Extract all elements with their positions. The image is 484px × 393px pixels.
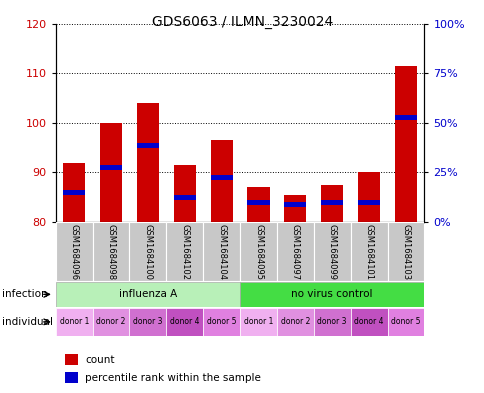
Bar xyxy=(387,308,424,336)
Bar xyxy=(166,308,203,336)
Bar xyxy=(240,222,276,281)
Text: GSM1684103: GSM1684103 xyxy=(401,224,409,280)
Bar xyxy=(210,140,232,222)
Text: donor 2: donor 2 xyxy=(96,318,125,326)
Text: donor 5: donor 5 xyxy=(207,318,236,326)
Bar xyxy=(166,222,203,281)
Text: GSM1684104: GSM1684104 xyxy=(217,224,226,280)
Bar xyxy=(129,308,166,336)
Text: GSM1684099: GSM1684099 xyxy=(327,224,336,280)
Text: donor 2: donor 2 xyxy=(280,318,309,326)
Bar xyxy=(320,200,343,205)
Bar xyxy=(394,66,416,222)
Text: donor 4: donor 4 xyxy=(354,318,383,326)
Text: donor 1: donor 1 xyxy=(243,318,272,326)
Bar xyxy=(63,162,85,222)
Text: GSM1684095: GSM1684095 xyxy=(254,224,262,280)
Bar xyxy=(203,222,240,281)
Text: individual: individual xyxy=(2,317,53,327)
Bar xyxy=(350,222,387,281)
Text: influenza A: influenza A xyxy=(119,289,177,299)
Bar xyxy=(173,195,196,200)
Bar xyxy=(313,222,350,281)
Text: donor 5: donor 5 xyxy=(391,318,420,326)
Text: GSM1684102: GSM1684102 xyxy=(180,224,189,280)
Bar xyxy=(276,222,313,281)
Bar xyxy=(240,308,276,336)
Text: no virus control: no virus control xyxy=(291,289,372,299)
Bar xyxy=(210,175,232,180)
Bar xyxy=(56,222,92,281)
Bar xyxy=(92,222,129,281)
Bar xyxy=(100,123,122,222)
Text: donor 4: donor 4 xyxy=(170,318,199,326)
Text: GSM1684101: GSM1684101 xyxy=(364,224,373,280)
Bar xyxy=(56,308,92,336)
Bar xyxy=(357,173,379,222)
Text: donor 3: donor 3 xyxy=(317,318,346,326)
Bar xyxy=(136,103,159,222)
Bar xyxy=(350,308,387,336)
Text: GSM1684096: GSM1684096 xyxy=(70,224,78,280)
Text: donor 3: donor 3 xyxy=(133,318,162,326)
Text: count: count xyxy=(85,354,114,365)
Bar xyxy=(203,308,240,336)
Bar xyxy=(63,190,85,195)
Bar xyxy=(247,200,269,205)
Bar xyxy=(129,222,166,281)
Bar xyxy=(276,308,313,336)
Bar xyxy=(387,222,424,281)
Bar xyxy=(320,185,343,222)
Text: GSM1684097: GSM1684097 xyxy=(290,224,299,280)
Text: infection: infection xyxy=(2,289,48,299)
Bar xyxy=(92,308,129,336)
Bar xyxy=(284,202,306,207)
Bar xyxy=(240,282,424,307)
Text: donor 1: donor 1 xyxy=(60,318,89,326)
Bar xyxy=(357,200,379,205)
Bar xyxy=(136,143,159,148)
Bar xyxy=(394,116,416,120)
Bar xyxy=(284,195,306,222)
Bar xyxy=(313,308,350,336)
Bar xyxy=(56,282,240,307)
Text: GSM1684098: GSM1684098 xyxy=(106,224,115,280)
Text: GSM1684100: GSM1684100 xyxy=(143,224,152,280)
Bar xyxy=(100,165,122,170)
Bar xyxy=(247,187,269,222)
Text: GDS6063 / ILMN_3230024: GDS6063 / ILMN_3230024 xyxy=(151,15,333,29)
Bar xyxy=(173,165,196,222)
Text: percentile rank within the sample: percentile rank within the sample xyxy=(85,373,260,383)
